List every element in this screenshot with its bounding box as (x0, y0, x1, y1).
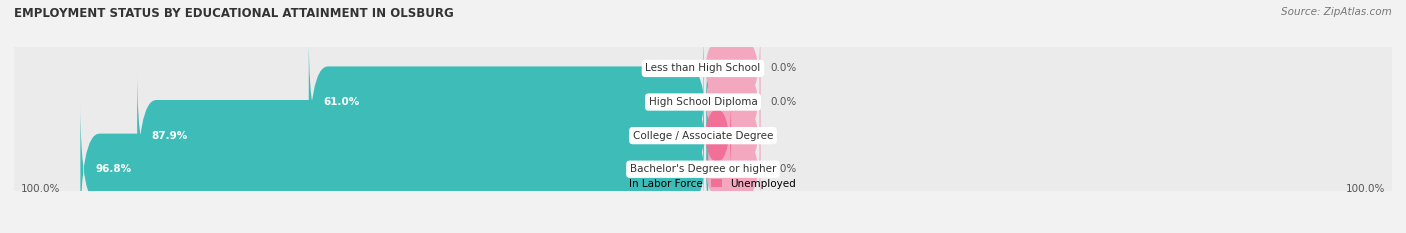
Text: 3.4%: 3.4% (741, 131, 768, 141)
Text: 100.0%: 100.0% (1346, 184, 1385, 194)
FancyBboxPatch shape (703, 94, 731, 177)
FancyBboxPatch shape (4, 87, 1406, 233)
FancyBboxPatch shape (4, 20, 1406, 184)
Text: Bachelor's Degree or higher: Bachelor's Degree or higher (630, 164, 776, 174)
FancyBboxPatch shape (80, 104, 709, 233)
Text: Less than High School: Less than High School (645, 63, 761, 73)
FancyBboxPatch shape (309, 37, 709, 167)
Text: 61.0%: 61.0% (323, 97, 360, 107)
Legend: In Labor Force, Unemployed: In Labor Force, Unemployed (606, 175, 800, 193)
FancyBboxPatch shape (703, 127, 761, 211)
Text: 0.0%: 0.0% (770, 97, 796, 107)
FancyBboxPatch shape (4, 87, 1406, 233)
Text: 0.0%: 0.0% (770, 164, 796, 174)
Text: High School Diploma: High School Diploma (648, 97, 758, 107)
Text: 87.9%: 87.9% (152, 131, 188, 141)
FancyBboxPatch shape (4, 0, 1406, 150)
Text: EMPLOYMENT STATUS BY EDUCATIONAL ATTAINMENT IN OLSBURG: EMPLOYMENT STATUS BY EDUCATIONAL ATTAINM… (14, 7, 454, 20)
FancyBboxPatch shape (4, 0, 1406, 151)
Text: 100.0%: 100.0% (21, 184, 60, 194)
FancyBboxPatch shape (4, 53, 1406, 217)
FancyBboxPatch shape (703, 60, 761, 144)
FancyBboxPatch shape (4, 54, 1406, 218)
FancyBboxPatch shape (138, 70, 709, 201)
Text: 0.0%: 0.0% (770, 63, 796, 73)
Text: 96.8%: 96.8% (96, 164, 131, 174)
FancyBboxPatch shape (4, 19, 1406, 183)
FancyBboxPatch shape (703, 27, 761, 110)
FancyBboxPatch shape (703, 94, 761, 177)
Text: College / Associate Degree: College / Associate Degree (633, 131, 773, 141)
Text: Source: ZipAtlas.com: Source: ZipAtlas.com (1281, 7, 1392, 17)
Text: 0.0%: 0.0% (664, 63, 690, 73)
